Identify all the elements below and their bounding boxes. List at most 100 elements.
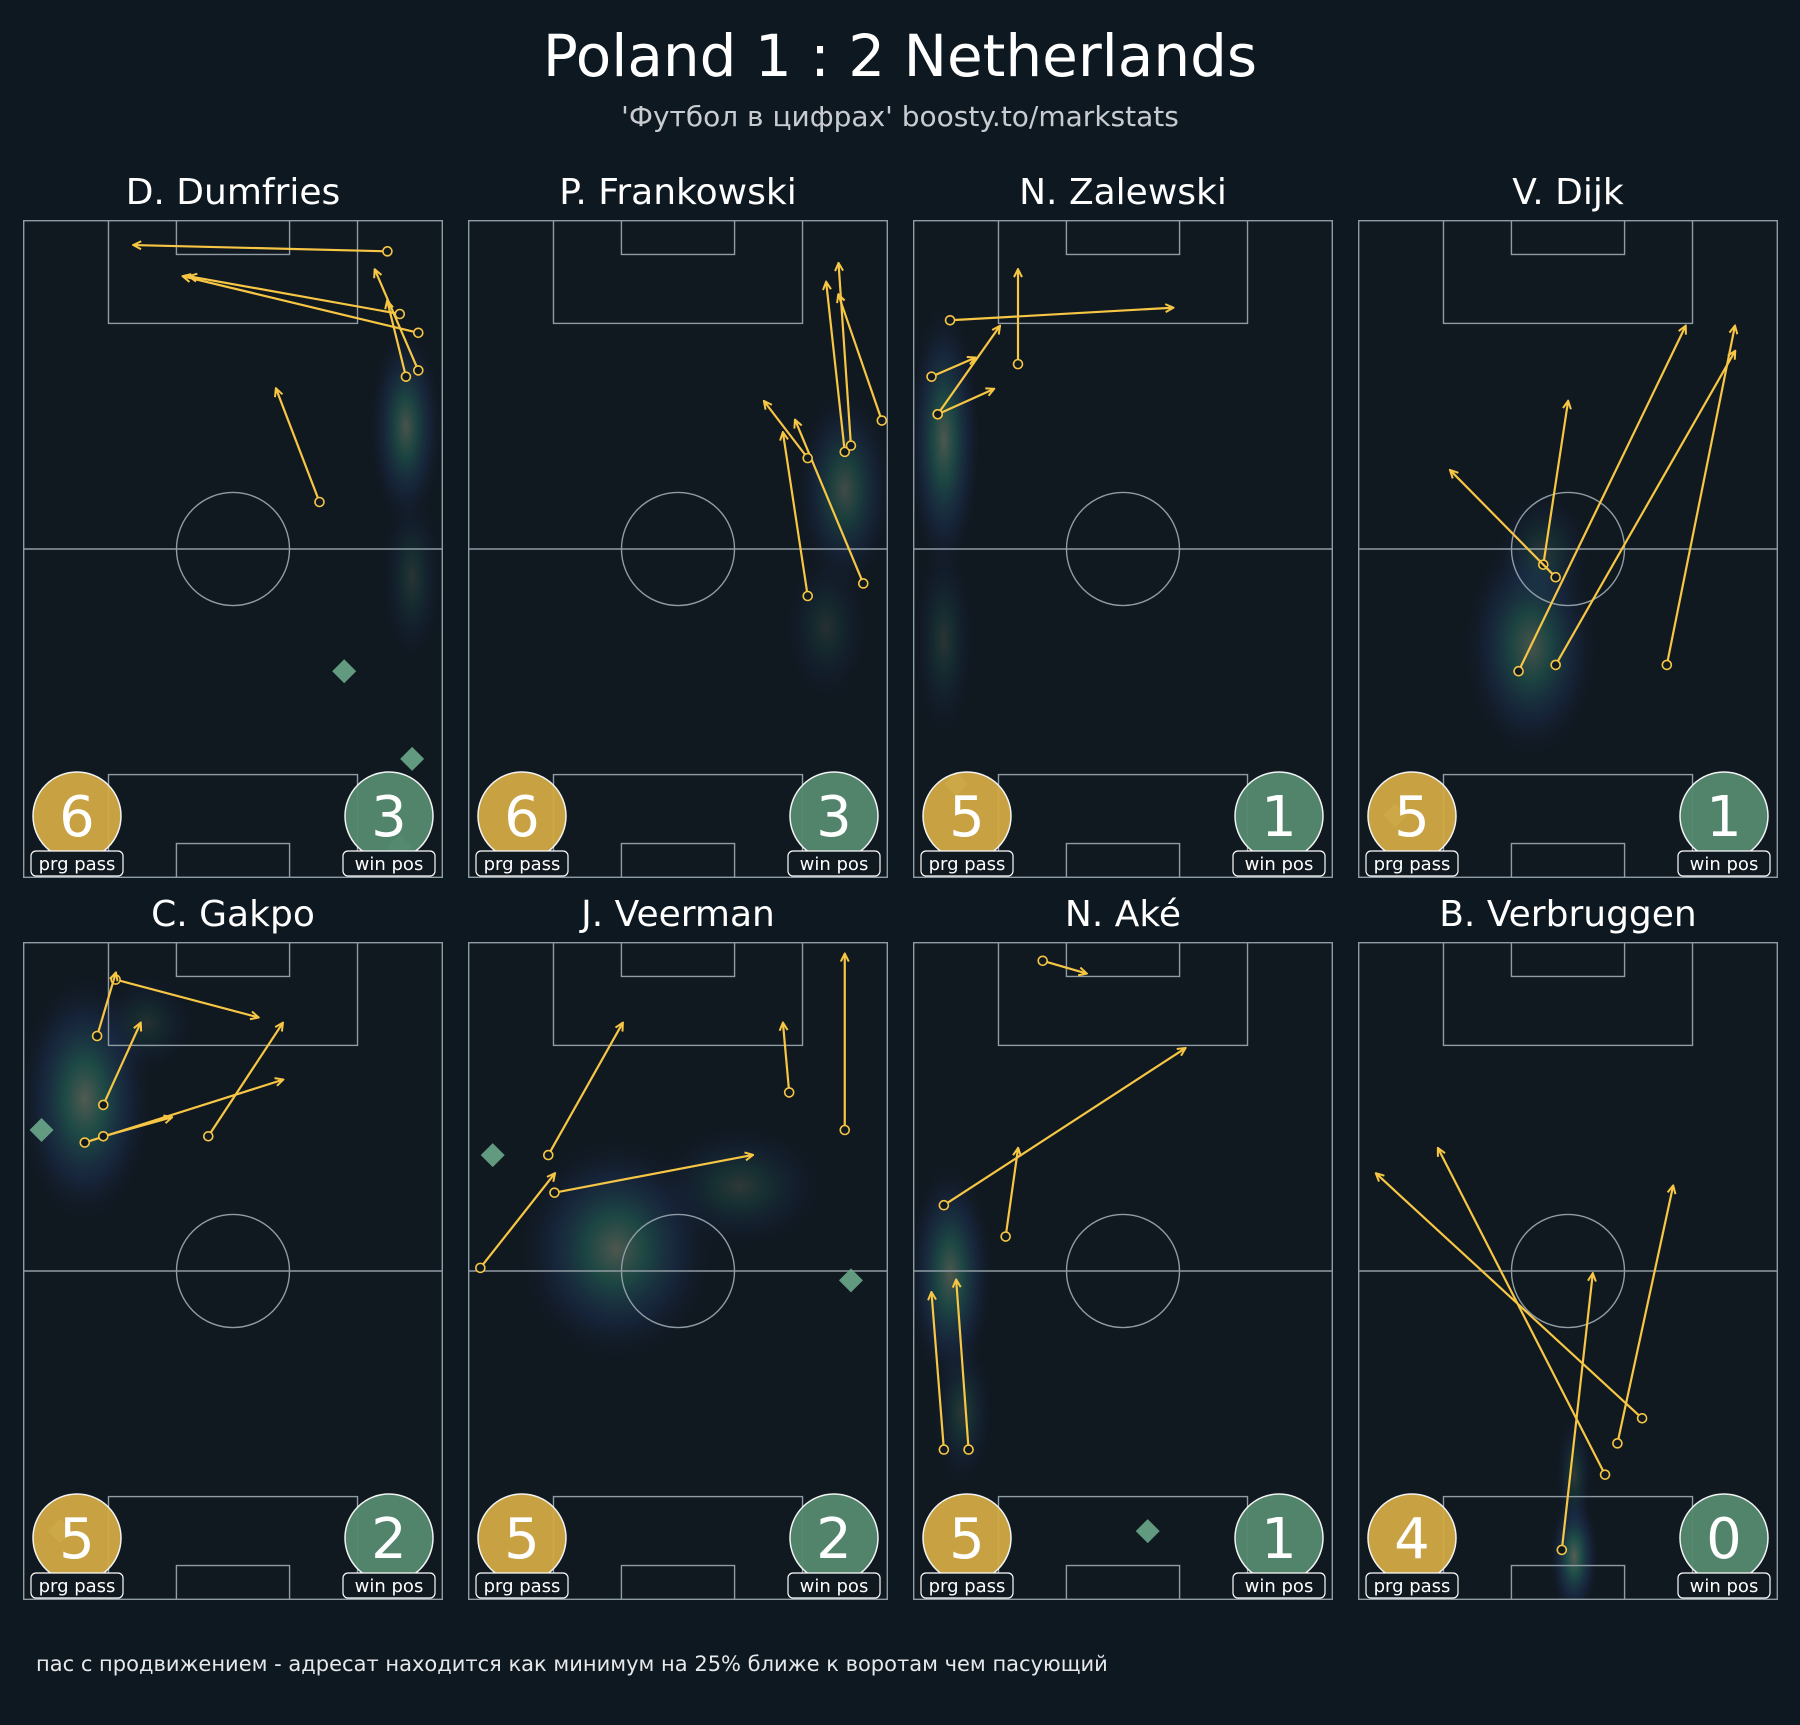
pass-origin (1550, 571, 1561, 583)
progressive-pass-arrow (1004, 1149, 1018, 1237)
prg-pass-value: 4 (1394, 1507, 1430, 1572)
pass-origin (932, 408, 944, 420)
prg-pass-label: prg pass (39, 1576, 116, 1597)
pass-origin (1513, 665, 1524, 677)
pitch-chart: 5 prg pass 1 win pos (913, 942, 1333, 1600)
progressive-pass-arrow (96, 973, 116, 1037)
win-pos-value: 1 (1706, 785, 1742, 850)
progressive-pass-arrow (1665, 327, 1735, 666)
progressive-pass-arrow (1451, 471, 1557, 578)
pass-origin (1556, 1544, 1568, 1556)
player-panel: V. Dijk 5 prg pass 1 win pos (1358, 172, 1778, 878)
pass-origin (802, 590, 814, 602)
win-pos-value: 2 (371, 1507, 407, 1572)
six-yard-box-top (620, 942, 736, 978)
win-pos-label-box (1232, 1572, 1326, 1599)
prg-pass-label-box (475, 1572, 569, 1599)
prg-pass-value: 5 (949, 1507, 985, 1572)
pass-origin (382, 246, 393, 257)
center-circle (620, 1213, 736, 1329)
penalty-box-top (552, 220, 804, 325)
progressive-pass-arrow (387, 301, 408, 377)
player-name: C. Gakpo (151, 894, 315, 935)
progressive-pass-arrow (276, 389, 321, 503)
progressive-pass-arrow (956, 1280, 970, 1450)
pass-origin (1037, 955, 1049, 967)
heatmap-blob (381, 489, 443, 665)
center-circle (1065, 491, 1181, 607)
win-pos-value: 0 (1706, 1507, 1742, 1572)
progressive-pass-arrow (795, 421, 865, 584)
progressive-pass-arrow (547, 1023, 622, 1156)
pass-origin (1612, 1438, 1623, 1449)
win-pos-label: win pos (1245, 1576, 1314, 1597)
progressive-pass-arrow (102, 1023, 140, 1106)
penalty-box-top (1442, 220, 1694, 325)
pitch-chart: 5 prg pass 2 win pos (468, 942, 888, 1600)
pitch-chart: 5 prg pass 1 win pos (913, 220, 1333, 878)
penalty-box-top (552, 942, 804, 1047)
win-position-marker (1135, 1519, 1160, 1544)
player-name: N. Zalewski (1019, 172, 1227, 213)
pass-origin (475, 1262, 486, 1274)
six-yard-box-top (1510, 942, 1626, 978)
six-yard-box-top (1065, 220, 1181, 256)
win-position-marker (400, 746, 425, 771)
six-yard-box-top (1510, 220, 1626, 256)
progressive-pass-arrow (936, 327, 1000, 415)
progressive-pass-arrow (1377, 1174, 1643, 1420)
six-yard-box-top (620, 220, 736, 256)
win-pos-label-box (1232, 850, 1326, 877)
pass-origin (926, 371, 937, 382)
pass-origin (412, 365, 424, 376)
pitch-chart: 4 prg pass 0 win pos (1358, 942, 1778, 1600)
heatmap-blob (1555, 1412, 1593, 1538)
heatmap-blob (913, 539, 975, 741)
progressive-pass-arrow (375, 270, 420, 371)
heatmap-blob (368, 326, 443, 528)
heatmap-blob (783, 552, 870, 703)
progressive-pass-arrow (554, 1155, 752, 1194)
prg-pass-label-box (30, 850, 124, 877)
pass-origin (1636, 1412, 1648, 1424)
prg-pass-label-box (920, 1572, 1014, 1599)
pass-origin (938, 1199, 950, 1211)
progressive-pass-arrow (783, 433, 809, 597)
progressive-pass-arrow (1042, 959, 1086, 974)
win-pos-label: win pos (800, 1576, 869, 1597)
chart-subtitle: 'Футбол в цифрах' boosty.to/markstats (621, 100, 1179, 133)
progressive-pass-arrow (1517, 327, 1686, 672)
player-name: N. Aké (1064, 894, 1182, 935)
footnote: пас с продвижением - адресат находится к… (36, 1652, 1108, 1676)
six-yard-box-top (175, 942, 291, 978)
chart-title: Poland 1 : 2 Netherlands (542, 22, 1258, 90)
progressive-pass-arrow (764, 402, 809, 459)
prg-pass-label-box (1365, 850, 1459, 877)
pass-origin (1012, 358, 1024, 370)
win-pos-label-box (787, 1572, 881, 1599)
center-circle (1510, 491, 1626, 607)
prg-pass-label-box (30, 1572, 124, 1599)
win-pos-label-box (787, 850, 881, 877)
prg-pass-label: prg pass (484, 854, 561, 875)
prg-pass-value: 5 (949, 785, 985, 850)
prg-pass-label-box (920, 850, 1014, 877)
pass-origin (91, 1030, 103, 1042)
progressive-pass-arrow (1554, 352, 1735, 666)
pitch-chart: 6 prg pass 3 win pos (468, 220, 888, 878)
win-pos-value: 1 (1261, 785, 1297, 850)
pass-origin (1000, 1231, 1011, 1242)
pass-origin (1661, 659, 1673, 671)
win-pos-label-box (342, 1572, 436, 1599)
player-name: P. Frankowski (559, 172, 797, 213)
win-position-marker (332, 659, 357, 684)
win-pos-label-box (342, 850, 436, 877)
pass-origin (944, 314, 956, 326)
win-position-marker (29, 1118, 54, 1142)
center-circle (175, 1213, 291, 1329)
center-circle (175, 491, 291, 607)
pass-origin (938, 1444, 950, 1455)
six-yard-box-top (1065, 942, 1181, 978)
win-position-marker (480, 1143, 505, 1168)
win-pos-value: 3 (816, 785, 852, 850)
